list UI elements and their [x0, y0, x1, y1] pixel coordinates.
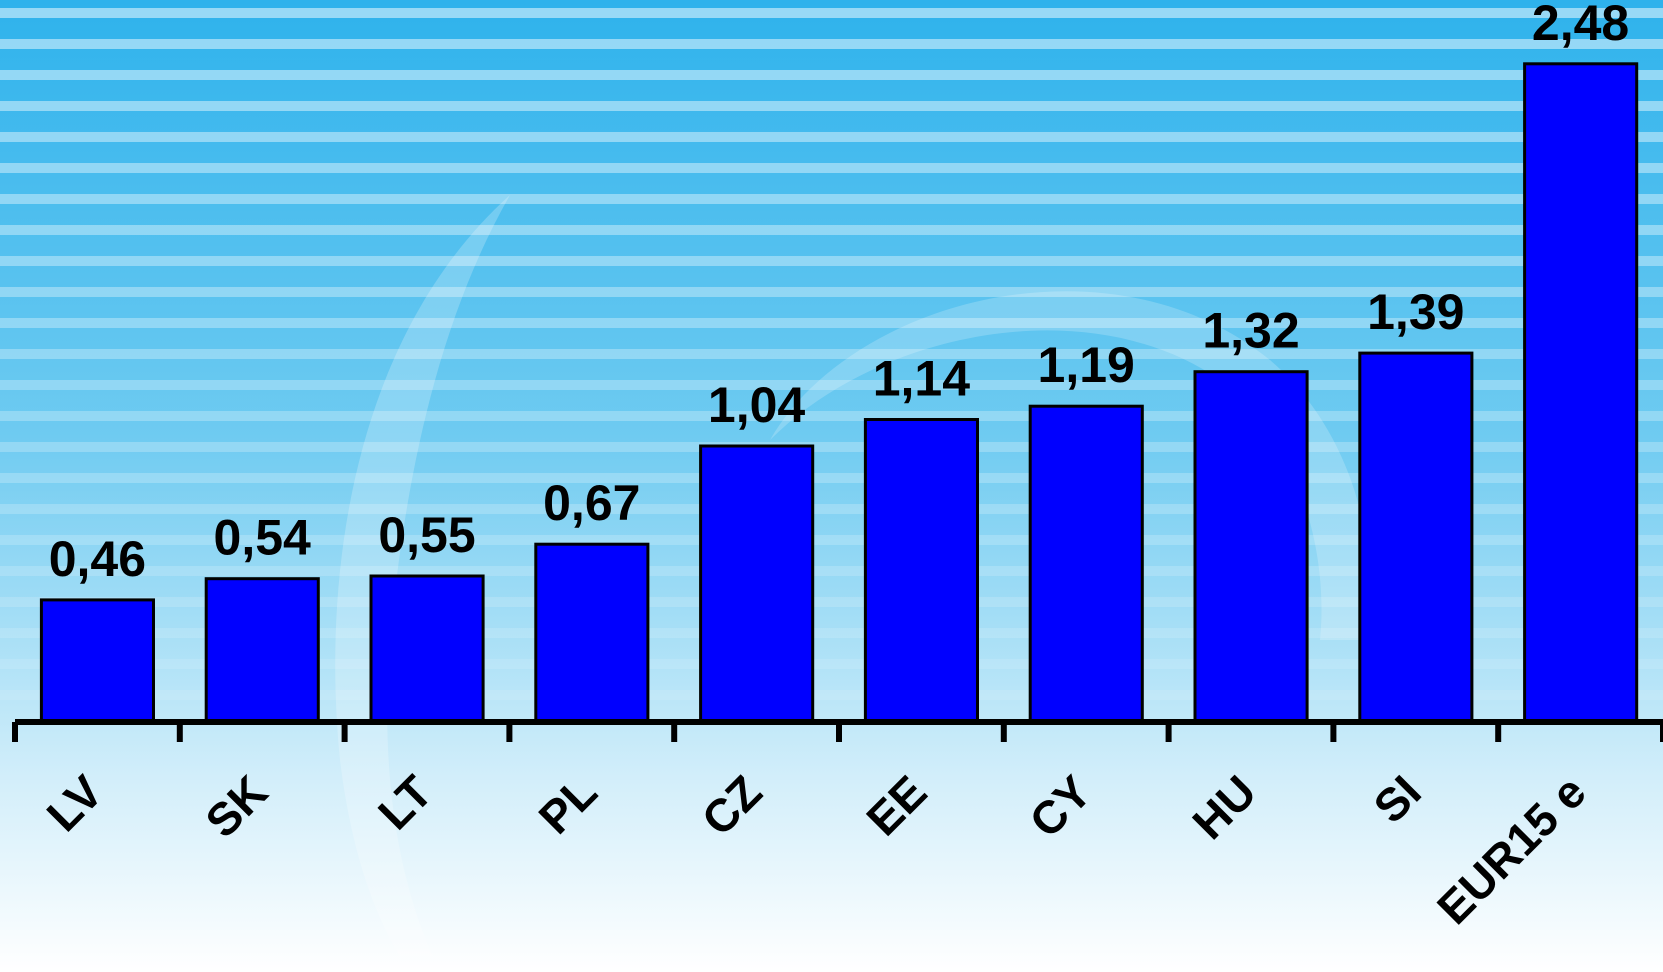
- background-stripe: [0, 194, 1663, 204]
- bar-lv: [41, 600, 153, 722]
- bar-ee: [865, 420, 977, 723]
- bar-si: [1360, 353, 1472, 722]
- background-stripe: [0, 70, 1663, 80]
- bar-lt: [371, 576, 483, 722]
- background-stripe: [0, 163, 1663, 173]
- background-stripe: [0, 8, 1663, 18]
- background-stripe: [0, 256, 1663, 266]
- value-label: 1,04: [708, 377, 806, 433]
- value-label: 1,32: [1202, 303, 1299, 359]
- bar-hu: [1195, 372, 1307, 722]
- background-stripe: [0, 39, 1663, 49]
- bar-cy: [1030, 406, 1142, 722]
- bar-eur15-e: [1525, 64, 1637, 722]
- value-label: 0,54: [214, 510, 312, 566]
- background-stripe: [0, 101, 1663, 111]
- value-label: 2,48: [1532, 0, 1629, 51]
- value-label: 1,14: [873, 351, 971, 407]
- value-label: 0,67: [543, 475, 640, 531]
- background-stripe: [0, 225, 1663, 235]
- bar-pl: [536, 544, 648, 722]
- value-label: 1,19: [1038, 337, 1135, 393]
- bar-sk: [206, 579, 318, 722]
- bar-cz: [701, 446, 813, 722]
- value-label: 1,39: [1367, 284, 1464, 340]
- background-stripe: [0, 132, 1663, 142]
- value-label: 0,46: [49, 531, 146, 587]
- value-label: 0,55: [378, 507, 475, 563]
